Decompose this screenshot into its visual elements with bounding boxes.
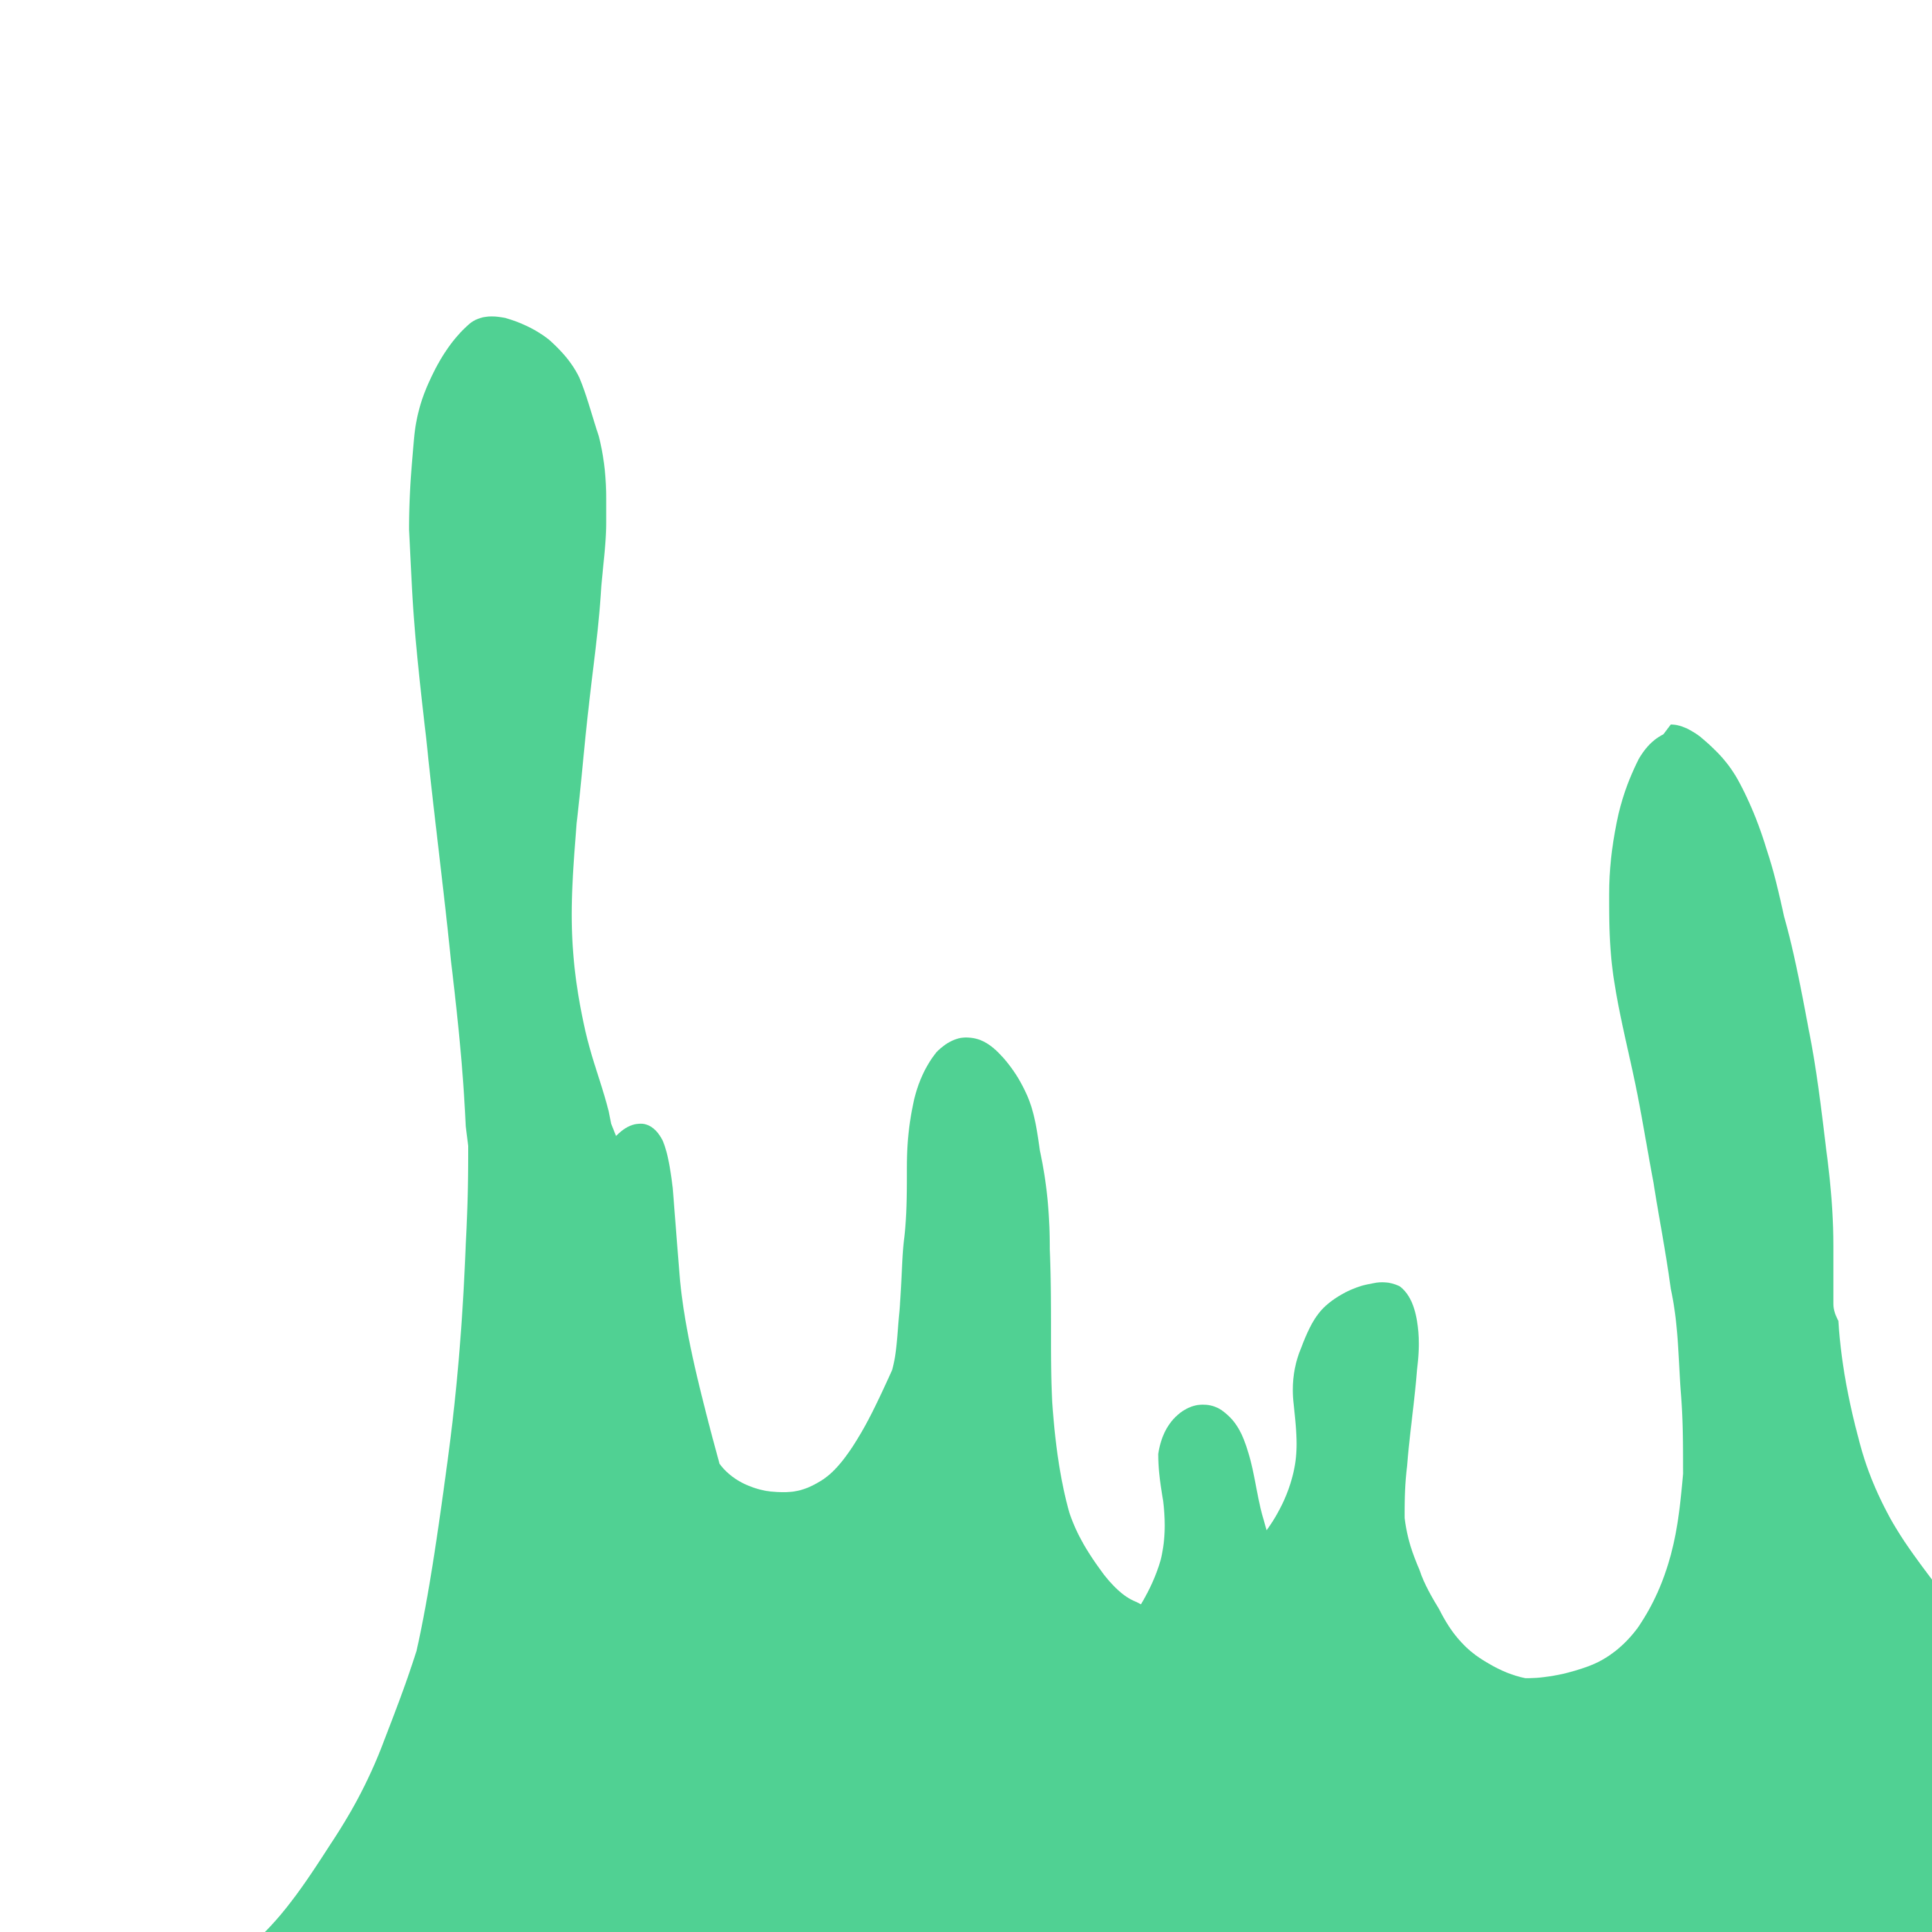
slime-drips-icon: [265, 316, 1932, 1932]
